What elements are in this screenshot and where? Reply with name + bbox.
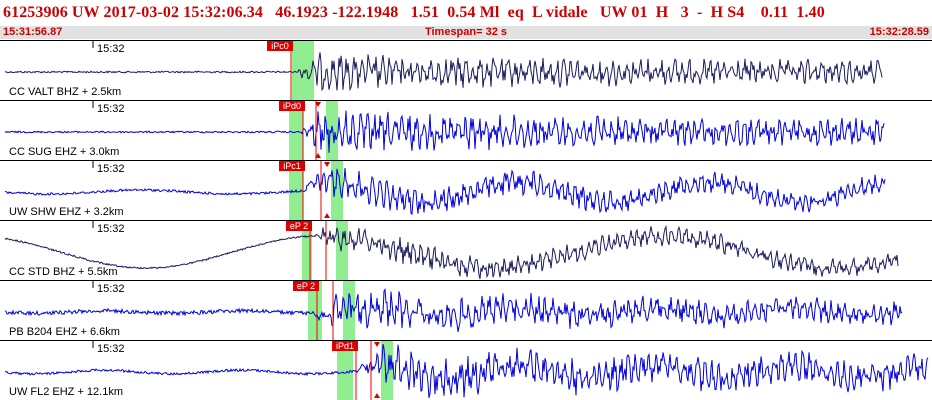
pick-label[interactable]: iPc1 (283, 161, 301, 171)
station-label: CC SUG EHZ + 3.0km (9, 146, 119, 158)
pick-label-box[interactable] (332, 341, 358, 351)
pick-window (308, 281, 322, 340)
start-time: 15:31:56.87 (3, 26, 63, 38)
trace-panel-b204[interactable]: 15:32 eP 2 PB B204 EHZ + 6.6km (0, 280, 932, 341)
station-label: CC VALT BHZ + 2.5km (9, 86, 121, 98)
pick-label[interactable]: eP 2 (290, 221, 308, 231)
pick-window-secondary (331, 161, 343, 220)
time-tick-label: 15:32 (97, 163, 125, 175)
arrival-arrow-up (315, 153, 321, 158)
pick-label-box[interactable] (293, 281, 319, 291)
waveform (4, 110, 885, 153)
time-tick-label: 15:32 (97, 283, 125, 295)
station-label: UW SHW EHZ + 3.2km (9, 206, 124, 218)
waveform (4, 168, 886, 216)
pick-label-box[interactable] (279, 161, 305, 171)
pick-window-secondary (343, 281, 355, 340)
station-label: PB B204 EHZ + 6.6km (9, 326, 120, 338)
pick-label[interactable]: iPd0 (283, 101, 301, 111)
pick-label-box[interactable] (279, 101, 305, 111)
end-time: 15:32:28.59 (869, 26, 929, 38)
time-tick-label: 15:32 (97, 343, 125, 355)
time-tick-label: 15:32 (97, 223, 125, 235)
pick-window (337, 341, 353, 400)
station-label: UW FL2 EHZ + 12.1km (9, 386, 123, 398)
event-summary-title: 61253906 UW 2017-03-02 15:32:06.34 46.19… (3, 4, 825, 21)
arrival-arrow-up (374, 393, 380, 398)
time-range-bar: 15:31:56.87 Timespan= 32 s 15:32:28.59 (0, 26, 932, 39)
pick-label-box[interactable] (267, 41, 293, 51)
trace-panel-fl2[interactable]: 15:32 iPd1 UW FL2 EHZ + 12.1km (0, 340, 932, 400)
waveform (4, 288, 903, 332)
predicted-arrival-arrow (315, 102, 321, 107)
predicted-arrival-arrow (324, 162, 330, 167)
trace-panel-shw[interactable]: 15:32 iPc1 UW SHW EHZ + 3.2km (0, 160, 932, 221)
pick-window (292, 41, 314, 100)
time-tick-label: 15:32 (97, 103, 125, 115)
station-label: CC STD BHZ + 5.5km (9, 266, 118, 278)
pick-window (302, 221, 312, 280)
event-header: 61253906 UW 2017-03-02 15:32:06.34 46.19… (0, 0, 932, 40)
pick-label[interactable]: iPd1 (336, 341, 354, 351)
arrival-arrow-up (324, 213, 330, 218)
pick-label[interactable]: eP 2 (297, 281, 315, 291)
pick-window (289, 101, 303, 160)
pick-label-box[interactable] (286, 221, 312, 231)
waveform (4, 224, 899, 280)
pick-label[interactable]: iPc0 (271, 41, 289, 51)
time-tick-label: 15:32 (97, 43, 125, 55)
trace-panel-vault[interactable]: 15:32 iPc0 CC VALT BHZ + 2.5km (0, 40, 932, 101)
trace-panel-std[interactable]: 15:32 eP 2 CC STD BHZ + 5.5km (0, 220, 932, 281)
predicted-arrival-arrow (374, 342, 380, 347)
seismogram-panel[interactable]: 15:32 iPc0 CC VALT BHZ + 2.5km 15:32 iPd0 CC … (0, 40, 932, 400)
timespan-label: Timespan= 32 s (424, 26, 508, 38)
pick-window-secondary (381, 341, 393, 400)
trace-panel-sugar[interactable]: 15:32 iPd0 CC SUG EHZ + 3.0km (0, 100, 932, 161)
waveform (4, 343, 929, 399)
waveform (4, 52, 883, 92)
